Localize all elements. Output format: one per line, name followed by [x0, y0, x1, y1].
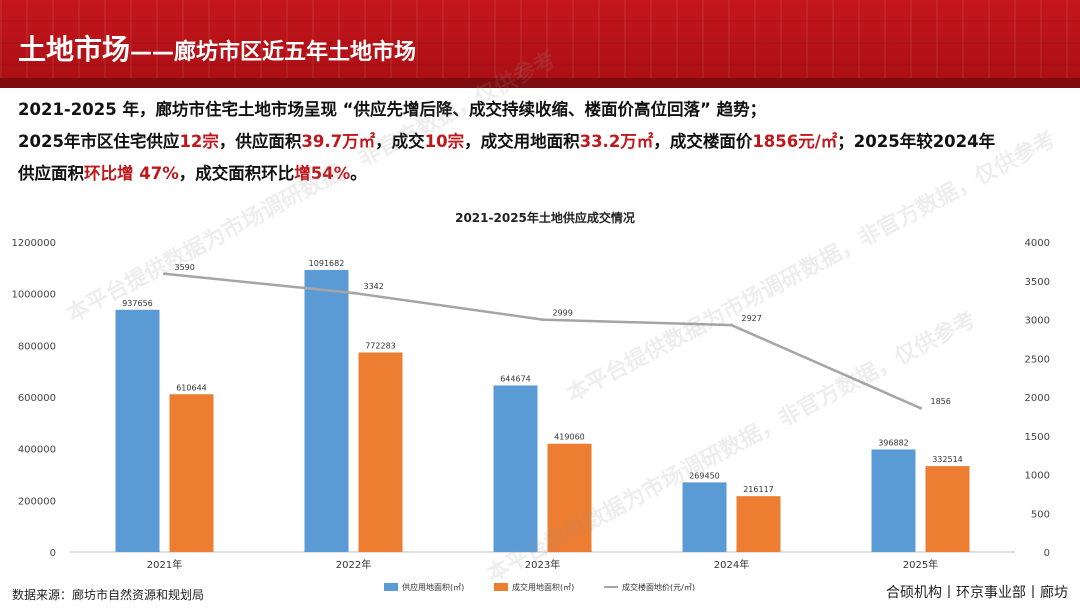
bar-data-label: 772283 [365, 341, 396, 350]
line-data-label: 2927 [742, 314, 762, 323]
line-data-label: 3342 [364, 282, 384, 291]
bar-data-label: 644674 [500, 374, 531, 383]
y-left-tick-label: 600000 [18, 393, 56, 404]
summary-text-part: 。 [350, 164, 367, 183]
y-right-tick-label: 1000 [1025, 471, 1050, 482]
y-left-tick-label: 1000000 [11, 290, 56, 301]
summary-text-part: ；2025年较2024年 [837, 132, 996, 151]
line-point [541, 318, 544, 322]
supply-count: 12宗 [179, 132, 219, 151]
legend-label: 成交用地面积(㎡) [512, 582, 574, 592]
summary-text-part: ，成交 [375, 132, 425, 151]
data-source: 数据来源：廊坊市自然资源和规划局 [12, 588, 205, 602]
bar-deal [736, 496, 781, 552]
y-left-tick-label: 0 [50, 548, 56, 559]
bar-supply [871, 449, 916, 552]
y-left-tick-label: 200000 [18, 496, 56, 507]
title-main: 土地市场 [18, 33, 131, 66]
summary-text-part: ，成交用地面积 [464, 132, 580, 151]
summary-line-3: 供应面积环比增 47%，成交面积环比增54%。 [18, 158, 1068, 190]
x-tick-label: 2023年 [525, 558, 560, 571]
line-point [730, 323, 733, 327]
x-tick-label: 2024年 [714, 558, 749, 571]
bar-data-label: 396882 [878, 438, 909, 447]
y-left-tick-label: 400000 [18, 445, 56, 456]
bar-deal [169, 394, 214, 552]
chart-title: 2021-2025年土地供应成交情况 [455, 210, 635, 225]
bar-data-label: 610644 [176, 383, 207, 392]
legend-swatch [384, 583, 398, 591]
line-floor-price [164, 272, 922, 410]
deal-count: 10宗 [424, 132, 465, 151]
x-tick-label: 2025年 [903, 558, 938, 571]
land-supply-chart: 2021-2025年土地供应成交情况 0 200000 400000 600000 80… [11, 210, 1050, 592]
y-left-tick-label: 800000 [18, 341, 56, 352]
summary-line-1: 2021-2025 年，廊坊市住宅土地市场呈现 “供应先增后降、成交持续收缩、楼… [18, 100, 767, 119]
header-banner: 土地市场——廊坊市区近五年土地市场 [0, 0, 1080, 88]
y-right-tick-label: 3000 [1025, 316, 1050, 327]
brand-footer: 合硕机构丨环京事业部丨廊坊 [886, 585, 1068, 601]
x-tick-label: 2021年 [147, 558, 182, 571]
bar-supply [304, 269, 349, 552]
y-right-tick-label: 0 [1044, 548, 1050, 559]
bar-deal [358, 352, 403, 552]
line-point [352, 291, 355, 295]
title-sub: ——廊坊市区近五年土地市场 [130, 40, 417, 65]
summary-text-part: ，成交楼面价 [653, 132, 753, 151]
bar-deal [547, 443, 592, 552]
summary-text: 2021-2025 年，廊坊市住宅土地市场呈现 “供应先增后降、成交持续收缩、楼… [18, 94, 1068, 190]
bar-deal [925, 466, 970, 552]
bar-supply [493, 385, 538, 552]
line-data-label: 2999 [553, 309, 573, 318]
y-left-tick-label: 1200000 [11, 238, 56, 249]
line-point [919, 406, 922, 410]
bar-data-label: 332514 [932, 455, 963, 464]
bar-data-label: 419060 [554, 433, 585, 442]
y-right-tick-label: 3500 [1025, 277, 1050, 288]
bar-supply [115, 309, 160, 552]
bar-data-label: 1091682 [309, 259, 345, 268]
supply-area: 39.7万㎡ [301, 132, 376, 151]
legend-swatch [494, 583, 508, 591]
summary-text-part: ，供应面积 [218, 132, 302, 151]
header-stripe [0, 78, 1080, 88]
line-point [163, 272, 166, 276]
header-pattern [0, 0, 1080, 88]
line-data-label: 1856 [931, 397, 951, 406]
deal-area: 33.2万㎡ [579, 132, 654, 151]
summary-text-part: 供应面积 [18, 164, 84, 183]
y-right-tick-label: 2500 [1025, 354, 1050, 365]
supply-growth: 环比增 47% [84, 164, 179, 183]
bar-data-label: 269450 [689, 471, 720, 480]
summary-line-2: 2025年市区住宅供应12宗，供应面积39.7万㎡，成交10宗，成交用地面积33… [18, 126, 1068, 158]
summary-text-part: ，成交面积环比 [178, 164, 295, 183]
legend-label: 供应用地面积(㎡) [402, 582, 464, 592]
bar-data-label: 937656 [122, 299, 153, 308]
legend-label: 成交楼面地价(元/㎡) [622, 582, 695, 592]
y-right-tick-label: 1500 [1025, 432, 1050, 443]
line-data-label: 3590 [175, 263, 195, 272]
y-right-tick-label: 4000 [1025, 238, 1050, 249]
x-tick-label: 2022年 [336, 558, 371, 571]
page-title: 土地市场——廊坊市区近五年土地市场 [18, 28, 416, 68]
bar-supply [682, 482, 727, 552]
summary-text-part: 2025年市区住宅供应 [18, 132, 180, 151]
y-right-tick-label: 500 [1031, 509, 1050, 520]
bar-data-label: 216117 [743, 485, 774, 494]
deal-growth: 增54% [294, 164, 351, 183]
floor-price: 1856元/㎡ [752, 132, 838, 151]
y-right-tick-label: 2000 [1025, 393, 1050, 404]
